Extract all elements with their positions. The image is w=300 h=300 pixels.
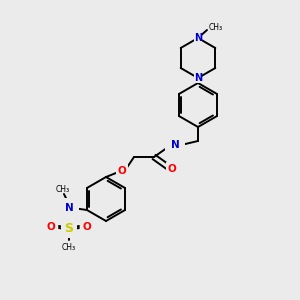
Text: O: O: [82, 222, 91, 232]
Text: N: N: [64, 203, 73, 213]
Text: CH₃: CH₃: [62, 242, 76, 251]
Text: O: O: [118, 166, 126, 176]
Text: O: O: [168, 164, 176, 174]
Text: CH₃: CH₃: [209, 22, 223, 32]
Text: O: O: [46, 222, 55, 232]
Text: N: N: [194, 33, 202, 43]
Text: H: H: [177, 136, 183, 145]
Text: N: N: [171, 140, 179, 150]
Text: S: S: [64, 221, 74, 235]
Text: CH₃: CH₃: [56, 184, 70, 194]
Text: N: N: [194, 73, 202, 83]
